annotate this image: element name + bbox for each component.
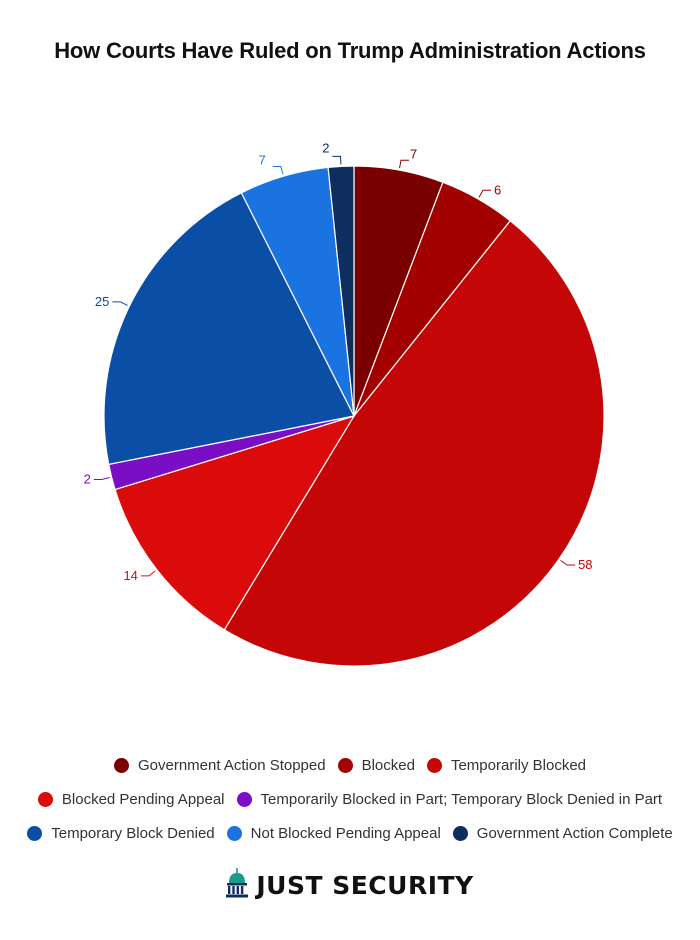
slice-value-labels: 7 6 58 14 2 25 7 2 (84, 140, 593, 582)
leader-line-8 (332, 155, 342, 165)
pie-slice-3 (223, 219, 605, 667)
slice-value-label-4: 14 (123, 568, 137, 583)
legend-item-2: Blocked (337, 756, 415, 774)
legend-swatch (113, 757, 129, 773)
leader-line-3 (560, 559, 576, 566)
legend-swatch (337, 757, 353, 773)
capitol-dome-icon (226, 868, 249, 903)
pie-slice-6 (103, 192, 355, 466)
legend-swatch (426, 757, 442, 773)
leader-line-4 (140, 570, 156, 577)
brand-footer: JUST SECURITY (0, 868, 700, 903)
slice-value-label-5: 2 (84, 471, 91, 486)
legend-row: Temporary Block Denied Not Blocked Pendin… (0, 816, 700, 850)
legend-label: Temporarily Blocked in Part; Temporary B… (260, 790, 663, 808)
slice-value-label-7: 7 (259, 153, 266, 168)
legend-row: Government Action Stopped Blocked Temporar… (0, 748, 700, 782)
leader-line-1 (399, 159, 409, 169)
legend-row: Blocked Pending Appeal Temporarily Blocke… (0, 782, 700, 816)
legend-label: Temporary Block Denied (51, 824, 215, 842)
legend-item-4: Blocked Pending Appeal (37, 790, 225, 808)
slice-value-label-3: 58 (578, 557, 592, 572)
pie-slice-4 (114, 414, 356, 631)
legend-item-7: Not Blocked Pending Appeal (226, 824, 441, 842)
legend-swatch (226, 825, 242, 841)
chart-title: How Courts Have Ruled on Trump Administr… (54, 38, 646, 63)
slice-value-label-6: 25 (95, 294, 109, 309)
brand-name: JUST SECURITY (256, 871, 474, 900)
legend-swatch (27, 825, 43, 841)
legend-label: Blocked (361, 756, 415, 774)
legend-label: Temporarily Blocked (450, 756, 587, 774)
pie-slice-8 (327, 165, 355, 417)
legend-label: Blocked Pending Appeal (61, 790, 225, 808)
slice-value-label-8: 2 (322, 140, 329, 155)
slice-leader-lines (93, 155, 576, 577)
leader-line-6 (112, 301, 128, 306)
slice-value-label-2: 6 (494, 182, 501, 197)
legend-label: Government Action Stopped (137, 756, 326, 774)
legend-item-8: Government Action Complete (452, 824, 673, 842)
leader-line-2 (478, 189, 492, 198)
legend-item-1: Government Action Stopped (113, 756, 326, 774)
leader-line-5 (93, 477, 110, 480)
legend-swatch (452, 825, 468, 841)
legend-item-3: Temporarily Blocked (426, 756, 587, 774)
leader-line-7 (272, 166, 284, 175)
pie-slices (103, 165, 605, 667)
legend-item-6: Temporary Block Denied (27, 824, 215, 842)
slice-value-label-1: 7 (410, 146, 417, 161)
legend-swatch (236, 791, 252, 807)
legend-swatch (37, 791, 53, 807)
legend-item-5: Temporarily Blocked in Part; Temporary B… (236, 790, 663, 808)
legend-label: Government Action Complete (476, 824, 673, 842)
chart-legend: Government Action Stopped Blocked Temporar… (0, 748, 700, 850)
legend-label: Not Blocked Pending Appeal (250, 824, 441, 842)
pie-chart: 7 6 58 14 2 25 7 2 (84, 140, 605, 667)
